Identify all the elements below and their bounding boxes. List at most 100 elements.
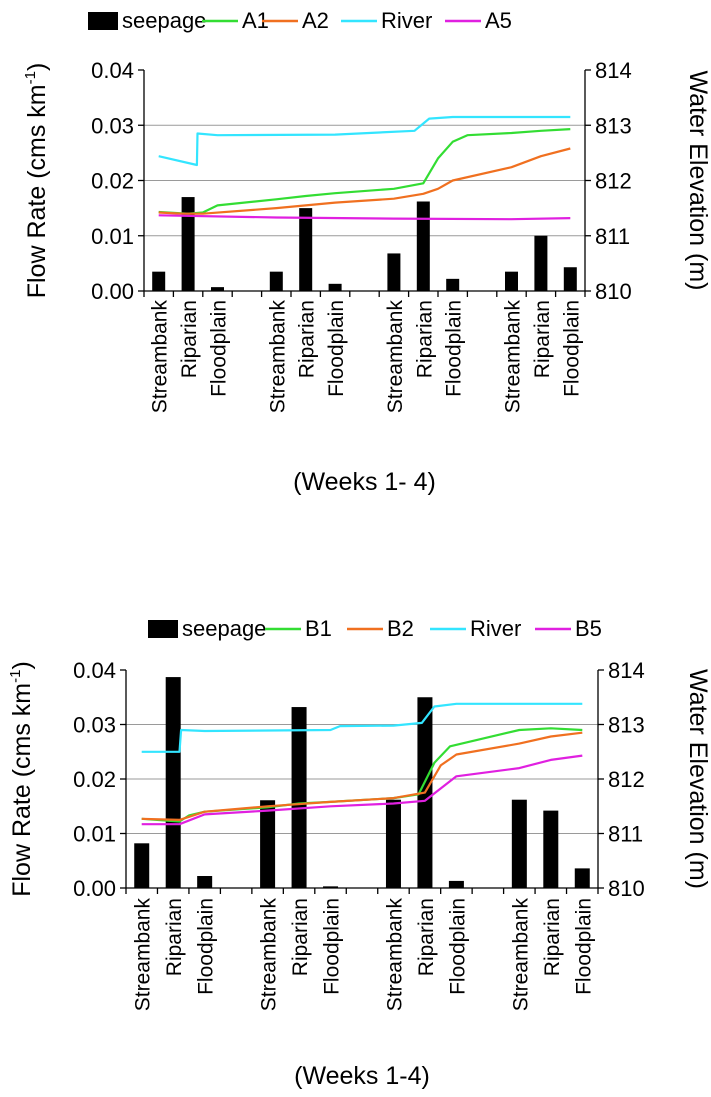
category-label: Riparian bbox=[413, 300, 436, 378]
seepage-bar bbox=[416, 201, 430, 291]
seepage-bar bbox=[211, 287, 224, 291]
y-tick-label: 0.04 bbox=[73, 658, 116, 683]
y-axis-title-main: Flow Rate (cms km bbox=[8, 683, 36, 897]
seepage-bar bbox=[446, 278, 460, 291]
series-line-a2 bbox=[158, 147, 571, 215]
y-tick-label: 0.02 bbox=[91, 169, 134, 194]
category-label: Streambank bbox=[384, 300, 407, 414]
legend-label: seepage bbox=[122, 8, 206, 33]
category-label: Riparian bbox=[531, 300, 554, 378]
seepage-bar bbox=[323, 886, 339, 888]
seepage-bar bbox=[291, 707, 307, 888]
legend-label: B5 bbox=[575, 616, 602, 641]
seepage-bar bbox=[534, 235, 548, 291]
y-axis-title-close: ) bbox=[23, 63, 51, 71]
seepage-bar bbox=[152, 271, 166, 291]
y-tick-label: 0.01 bbox=[91, 224, 134, 249]
category-label: Streambank bbox=[384, 898, 407, 1012]
category-label: Riparian bbox=[178, 300, 201, 378]
seepage-bar bbox=[299, 208, 313, 291]
chart-a: 0.00 810 0.01 811 0.02 812 0.03 813 0.04 814 Strea… bbox=[22, 8, 711, 496]
category-label: Riparian bbox=[541, 898, 564, 976]
series-line-river bbox=[141, 702, 583, 753]
category-label: Floodplain bbox=[195, 898, 218, 995]
legend-label: B1 bbox=[305, 616, 332, 641]
seepage-bar bbox=[448, 880, 464, 888]
seepage-bar bbox=[385, 799, 401, 888]
category-label: Riparian bbox=[163, 898, 186, 976]
seepage-bar bbox=[543, 810, 559, 888]
category-label: Streambank bbox=[258, 898, 281, 1012]
category-label: Floodplain bbox=[446, 898, 469, 995]
legend-swatch-seepage bbox=[148, 620, 178, 638]
seepage-bar bbox=[563, 267, 577, 291]
legend-label: A2 bbox=[302, 8, 329, 33]
seepage-bar bbox=[574, 868, 590, 888]
y-tick-label: 0.00 bbox=[91, 279, 134, 304]
y2-tick-label: 813 bbox=[595, 113, 632, 138]
y-axis-title: Flow Rate (cms km-1) bbox=[22, 63, 51, 299]
y-tick-label: 0.04 bbox=[91, 58, 134, 83]
category-label: Riparian bbox=[415, 898, 438, 976]
y-axis-title-superscript: -1 bbox=[22, 71, 39, 84]
y-tick-label: 0.01 bbox=[73, 822, 116, 847]
y2-tick-label: 811 bbox=[595, 224, 630, 249]
legend-label: seepage bbox=[182, 616, 266, 641]
y-tick-label: 0.03 bbox=[73, 713, 116, 738]
legend-label: River bbox=[381, 8, 432, 33]
x-axis-title: (Weeks 1- 4) bbox=[293, 468, 436, 496]
series-line-b5 bbox=[141, 754, 583, 826]
category-label: Streambank bbox=[266, 300, 289, 414]
seepage-bar bbox=[260, 800, 276, 888]
category-label: Floodplain bbox=[560, 300, 583, 397]
y-axis-title-superscript: -1 bbox=[7, 670, 24, 683]
seepage-bar bbox=[328, 283, 342, 291]
series-line-a5 bbox=[158, 214, 571, 221]
y2-tick-label: 811 bbox=[608, 822, 643, 847]
chart-b: 0.00 810 0.01 811 0.02 812 0.03 813 0.04 814 Strea… bbox=[7, 616, 711, 1090]
category-label: Floodplain bbox=[572, 898, 595, 995]
category-label: Streambank bbox=[132, 898, 155, 1012]
x-axis-title: (Weeks 1-4) bbox=[294, 1062, 430, 1090]
y-axis-title: Flow Rate (cms km-1) bbox=[7, 661, 36, 897]
seepage-bar bbox=[197, 876, 213, 888]
series-line-b2 bbox=[141, 731, 583, 821]
y2-tick-label: 813 bbox=[608, 713, 645, 738]
legend-label: B2 bbox=[387, 616, 414, 641]
seepage-bar bbox=[165, 677, 181, 888]
y2-tick-label: 810 bbox=[595, 279, 632, 304]
y-axis-title-close: ) bbox=[8, 661, 36, 669]
category-label: Streambank bbox=[509, 898, 532, 1012]
seepage-bar bbox=[134, 843, 150, 888]
category-label: Streambank bbox=[149, 300, 172, 414]
seepage-bar bbox=[387, 253, 401, 291]
y2-tick-label: 814 bbox=[608, 658, 645, 683]
y-tick-label: 0.02 bbox=[73, 767, 116, 792]
category-label: Riparian bbox=[289, 898, 312, 976]
seepage-bar bbox=[181, 197, 195, 291]
category-label: Floodplain bbox=[208, 300, 231, 397]
category-label: Riparian bbox=[296, 300, 319, 378]
y2-axis-title: Water Elevation (m) bbox=[684, 669, 711, 889]
y2-tick-label: 812 bbox=[608, 767, 645, 792]
seepage-bar bbox=[269, 271, 283, 291]
category-label: Floodplain bbox=[321, 898, 344, 995]
seepage-bar bbox=[505, 271, 518, 291]
seepage-bar bbox=[511, 799, 527, 888]
category-label: Streambank bbox=[502, 300, 525, 414]
legend-swatch-seepage bbox=[88, 12, 118, 30]
series-line-a1 bbox=[158, 128, 571, 215]
y2-tick-label: 812 bbox=[595, 169, 632, 194]
y2-tick-label: 810 bbox=[608, 876, 645, 901]
legend-label: River bbox=[470, 616, 521, 641]
series-line-river bbox=[158, 115, 571, 167]
y-tick-label: 0.00 bbox=[73, 876, 116, 901]
legend-label: A5 bbox=[485, 8, 512, 33]
category-label: Floodplain bbox=[325, 300, 348, 397]
y2-axis-title: Water Elevation (m) bbox=[684, 71, 711, 291]
category-label: Floodplain bbox=[443, 300, 466, 397]
y2-tick-label: 814 bbox=[595, 58, 632, 83]
y-tick-label: 0.03 bbox=[91, 113, 134, 138]
y-axis-title-main: Flow Rate (cms km bbox=[23, 84, 51, 298]
